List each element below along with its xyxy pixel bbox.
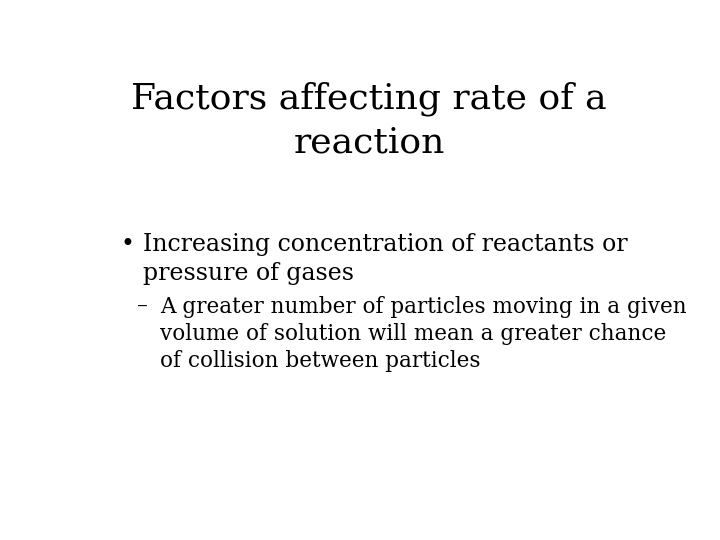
Text: A greater number of particles moving in a given
volume of solution will mean a g: A greater number of particles moving in …	[160, 295, 686, 372]
Text: Factors affecting rate of a
reaction: Factors affecting rate of a reaction	[131, 82, 607, 159]
Text: –: –	[138, 295, 148, 318]
Text: •: •	[121, 233, 135, 256]
Text: Increasing concentration of reactants or
pressure of gases: Increasing concentration of reactants or…	[143, 233, 628, 285]
